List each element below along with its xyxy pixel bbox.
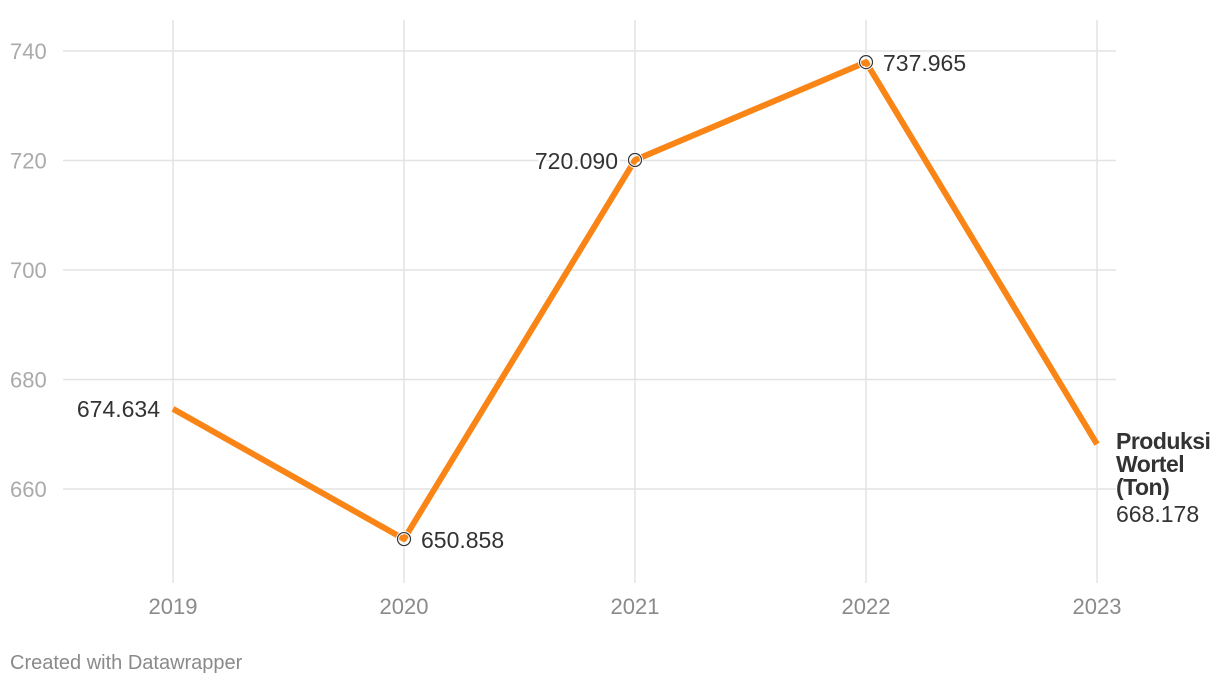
marker-2022 <box>858 55 874 70</box>
data-point-markers <box>396 54 874 548</box>
data-labels: 674.634 650.858 720.090 737.965 <box>74 48 968 556</box>
y-axis-tick-labels: 660 680 700 720 740 <box>10 39 47 502</box>
series-name-word-1: Wortel <box>1116 451 1184 477</box>
series-name-label: Produksi Wortel (Ton)668.178 <box>1116 428 1211 527</box>
y-gridlines <box>63 50 1116 490</box>
x-tick-label-2022: 2022 <box>842 594 891 619</box>
y-tick-label-660: 660 <box>10 477 47 502</box>
data-label-2019: 674.634 <box>77 396 160 422</box>
x-tick-label-2021: 2021 <box>611 594 660 619</box>
series-name-word-0: Produksi <box>1116 428 1210 454</box>
data-label-2020: 650.858 <box>421 527 504 553</box>
series-line <box>171 59 1100 543</box>
series-name-text: Produksi Wortel (Ton) <box>1116 428 1210 500</box>
x-tick-label-2019: 2019 <box>149 594 198 619</box>
y-tick-label-680: 680 <box>10 368 47 393</box>
y-tick-label-700: 700 <box>10 258 47 283</box>
data-label-2022: 737.965 <box>883 50 966 76</box>
x-gridlines <box>172 20 1098 583</box>
series-name-word-2: (Ton) <box>1116 474 1169 500</box>
data-label-2021: 720.090 <box>535 148 618 174</box>
marker-2021 <box>627 152 643 168</box>
marker-2020 <box>396 531 412 547</box>
data-label-2023: 668.178 <box>1116 501 1199 527</box>
x-tick-label-2020: 2020 <box>380 594 429 619</box>
y-tick-label-720: 720 <box>10 149 47 174</box>
x-axis-tick-labels: 2019 2020 2021 2022 2023 <box>149 594 1122 619</box>
footer-credit: Created with Datawrapper <box>10 652 243 674</box>
series-line-group <box>171 59 1100 543</box>
x-tick-label-2023: 2023 <box>1073 594 1122 619</box>
y-tick-label-740: 740 <box>10 39 47 64</box>
